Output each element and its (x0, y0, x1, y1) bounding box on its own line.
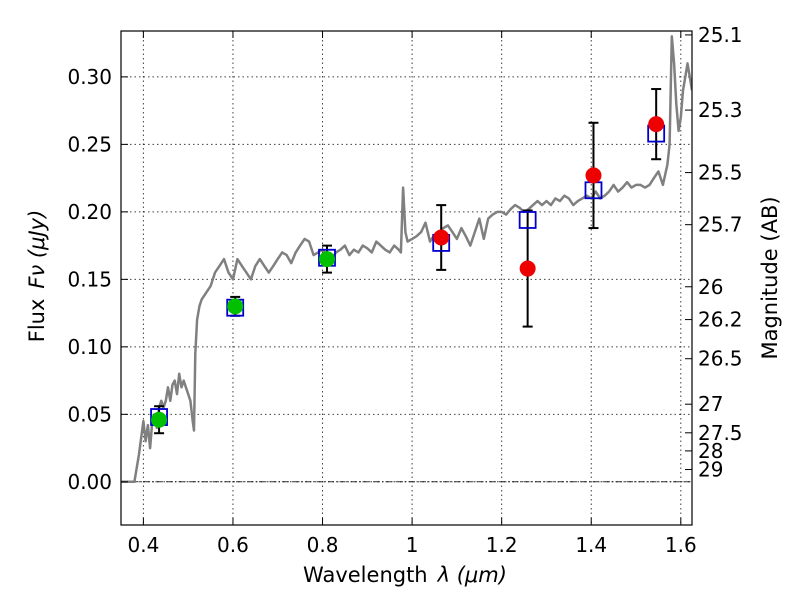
x-tick-label: 0.4 (127, 533, 159, 557)
magnitude-tick-label: 25.3 (698, 98, 743, 122)
y-tick-label: 0.10 (67, 335, 112, 359)
magnitude-tick-label: 26 (698, 275, 723, 299)
x-tick-label: 0.8 (307, 533, 339, 557)
model-photometry-square (518, 211, 537, 229)
magnitude-tick-label: 25.7 (698, 213, 743, 237)
x-tick-label: 1.6 (665, 533, 697, 557)
y-axis-symbol: Fν (μJy) (25, 210, 49, 289)
y-tick-label: 0.15 (67, 267, 112, 291)
y2-axis-title: Magnitude (AB) (758, 196, 782, 359)
x-axis-label: Wavelength (303, 563, 428, 587)
y-axis-label: Flux (25, 299, 49, 343)
x-tick-label: 1.2 (486, 533, 518, 557)
plot-frame (120, 30, 693, 526)
magnitude-tick-label: 27 (698, 392, 723, 416)
magnitude-tick-label: 28 (698, 439, 723, 463)
magnitude-tick-label: 26.2 (698, 308, 743, 332)
x-axis-ticks: 0.4 0.6 0.8 1 1.2 1.4 1.6 (127, 31, 697, 557)
y-tick-label: 0.30 (67, 65, 112, 89)
nir-data-point (433, 229, 450, 246)
y-tick-label: 0.20 (67, 200, 112, 224)
y-axis-ticks: 0.00 0.05 0.10 0.15 0.20 0.25 0.30 (67, 65, 128, 494)
y-tick-label: 0.00 (67, 470, 112, 494)
magnitude-tick-label: 29 (698, 458, 723, 482)
y-tick-label: 0.25 (67, 132, 112, 156)
errorbar-layer (154, 88, 662, 435)
magnitude-tick-label: 27.5 (698, 421, 743, 445)
x-axis-symbol: λ (μm) (437, 563, 507, 587)
spectrum-layer (121, 35, 692, 484)
observed-photometry-layer (151, 116, 665, 428)
y-axis-title: Flux Fν (μJy) (25, 210, 49, 343)
magnitude-tick-label: 25.5 (698, 161, 743, 185)
optical-data-point (151, 411, 168, 428)
magnitude-tick-label: 26.5 (698, 347, 743, 371)
magnitude-tick-label: 25.1 (698, 23, 743, 47)
nir-data-point (585, 167, 602, 184)
model-spectrum-line (121, 35, 692, 484)
y-tick-label: 0.05 (67, 402, 112, 426)
x-tick-label: 1 (406, 533, 419, 557)
x-tick-label: 0.6 (217, 533, 249, 557)
optical-data-point (319, 251, 336, 268)
nir-data-point (648, 116, 665, 133)
nir-data-point (519, 260, 536, 277)
optical-data-point (227, 298, 244, 315)
x-axis-title: Wavelength λ (μm) (303, 563, 507, 587)
x-tick-label: 1.4 (575, 533, 607, 557)
grid (121, 31, 692, 525)
